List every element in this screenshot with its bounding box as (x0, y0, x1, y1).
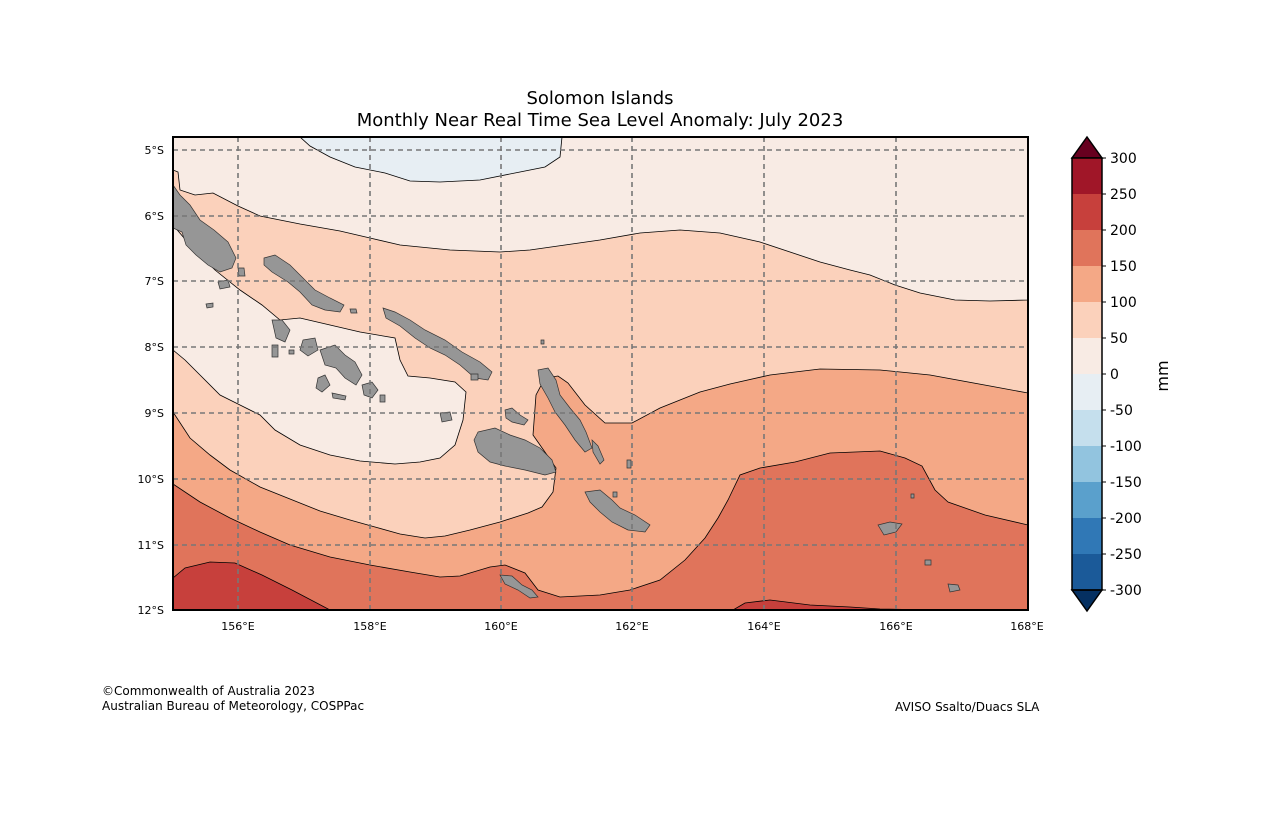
small-islet-8 (612, 491, 618, 498)
colorbar-band-neg250-neg200 (1072, 518, 1102, 554)
lon-tick-168e: 168°E (1010, 620, 1043, 633)
colorbar-tick-marks (1102, 157, 1106, 591)
small-islet-11 (540, 339, 545, 345)
colorbar-band-100-150 (1072, 266, 1102, 302)
rendova-island (315, 374, 331, 393)
band-0-50-north (173, 137, 1028, 302)
small-islet-9 (924, 559, 932, 566)
map-frame (172, 136, 1029, 611)
small-islet-7 (626, 459, 632, 469)
copyright-text: ©Commonwealth of Australia 2023 (102, 684, 315, 698)
small-islet-1 (349, 308, 358, 314)
rennell-island (499, 574, 539, 599)
colorbar-tick-0: 0 (1110, 367, 1119, 383)
colorbar-band-neg300-neg250 (1072, 554, 1102, 590)
colorbar-band-neg100-neg50 (1072, 410, 1102, 446)
lat-tick-6s: 6°S (145, 210, 164, 223)
lat-tick-12s: 12°S (138, 604, 164, 617)
lat-tick-9s: 9°S (145, 407, 164, 420)
colorbar-band-50-100 (1072, 302, 1102, 338)
colorbar-band-250-300 (1072, 158, 1102, 194)
malaita-island (537, 367, 593, 453)
colorbar-unit-label: mm (1153, 360, 1172, 391)
lat-tick-8s: 8°S (145, 341, 164, 354)
lat-tick-5s: 5°S (145, 144, 164, 157)
vella-lavella-island (271, 319, 291, 343)
colorbar-tick-neg150: -150 (1110, 475, 1142, 491)
lon-tick-156e: 156°E (221, 620, 254, 633)
lon-tick-162e: 162°E (615, 620, 648, 633)
colorbar-tick-150: 150 (1110, 259, 1137, 275)
map-subtitle: Monthly Near Real Time Sea Level Anomaly… (356, 110, 844, 131)
lat-tick-labels: 5°S 6°S 7°S 8°S 9°S 10°S 11°S 12°S (138, 144, 164, 617)
maramasike-island (591, 439, 605, 465)
colorbar-extend-min (1070, 589, 1104, 613)
colorbar-tick-neg50: -50 (1110, 403, 1133, 419)
lat-tick-7s: 7°S (145, 275, 164, 288)
colorbar-tick-neg300: -300 (1110, 583, 1142, 599)
colorbar-band-neg200-neg150 (1072, 482, 1102, 518)
anomaly-field (173, 137, 1028, 610)
small-islet-5 (331, 392, 347, 401)
band-200-250-sw (173, 561, 331, 610)
map-title: Solomon Islands (526, 88, 674, 109)
vanikoro-island (947, 583, 961, 593)
colorbar-tick-labels: 300 250 200 150 100 50 0 -50 -100 -150 -… (1110, 151, 1142, 599)
colorbar: 300 250 200 150 100 50 0 -50 -100 -150 -… (1070, 135, 1172, 613)
small-islet-2 (237, 267, 246, 277)
shortland-islands (217, 279, 231, 290)
small-islet-12 (910, 493, 915, 499)
lon-tick-166e: 166°E (879, 620, 912, 633)
land-masses (172, 183, 961, 599)
makira-island (584, 489, 651, 533)
band-150-200-west (173, 450, 1028, 610)
colorbar-tick-neg200: -200 (1110, 511, 1142, 527)
guadalcanal-island (473, 427, 557, 476)
lat-tick-11s: 11°S (138, 539, 164, 552)
band-neg-50-0 (299, 137, 563, 183)
graticule (173, 137, 1028, 610)
colorbar-band-neg150-neg100 (1072, 446, 1102, 482)
colorbar-extend-max (1070, 135, 1104, 159)
santa-isabel-island (382, 307, 493, 381)
new-georgia-group (319, 344, 363, 386)
small-islet-4 (288, 349, 295, 355)
colorbar-tick-50: 50 (1110, 331, 1128, 347)
colorbar-tick-300: 300 (1110, 151, 1137, 167)
treasury-island (205, 302, 214, 309)
lon-tick-164e: 164°E (747, 620, 780, 633)
small-islet-6 (379, 394, 386, 403)
organisation-text: Australian Bureau of Meteorology, COSPPa… (102, 699, 365, 713)
small-islet-10 (470, 373, 479, 381)
colorbar-tick-neg100: -100 (1110, 439, 1142, 455)
colorbar-band-200-250 (1072, 194, 1102, 230)
small-islet-3 (271, 344, 279, 358)
colorbar-band-150-200 (1072, 230, 1102, 266)
credit-block: ©Commonwealth of Australia 2023 Australi… (102, 684, 364, 714)
bougainville-island (172, 183, 237, 273)
lon-tick-160e: 160°E (484, 620, 517, 633)
colorbar-tick-250: 250 (1110, 187, 1137, 203)
colorbar-tick-100: 100 (1110, 295, 1137, 311)
choiseul-island (263, 254, 345, 313)
colorbar-tick-neg250: -250 (1110, 547, 1142, 563)
lon-tick-labels: 156°E 158°E 160°E 162°E 164°E 166°E 168°… (221, 620, 1043, 633)
colorbar-tick-200: 200 (1110, 223, 1137, 239)
colorbar-band-neg50-0 (1072, 374, 1102, 410)
lon-tick-158e: 158°E (353, 620, 386, 633)
colorbar-band-0-50 (1072, 338, 1102, 374)
lat-tick-10s: 10°S (138, 473, 164, 486)
data-source-text: AVISO Ssalto/Duacs SLA (895, 700, 1040, 714)
